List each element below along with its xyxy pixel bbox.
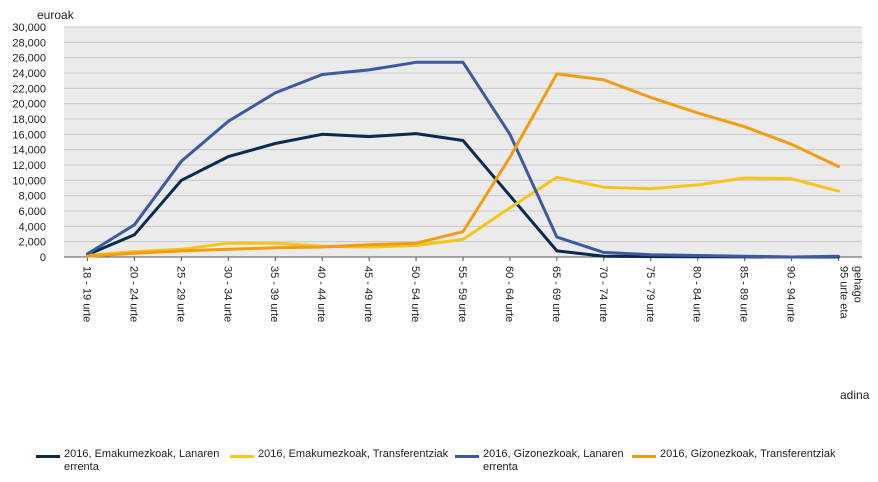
y-tick-label: 28,000: [12, 37, 46, 49]
x-tick-label: 65 - 69 urte: [550, 266, 562, 322]
legend-swatch: [632, 455, 656, 458]
x-tick-label: 35 - 39 urte: [268, 266, 280, 322]
legend-item: 2016, Emakumezkoak, Lanaren errenta: [36, 448, 236, 474]
y-tick-label: 2,000: [18, 237, 46, 249]
y-tick-label: 18,000: [12, 114, 46, 126]
x-tick-label: 40 - 44 urte: [315, 266, 327, 322]
y-tick-label: 10,000: [12, 175, 46, 187]
y-tick-label: 24,000: [12, 68, 46, 80]
y-tick-label: 16,000: [12, 129, 46, 141]
y-tick-label: 6,000: [18, 206, 46, 218]
legend-swatch: [36, 455, 60, 458]
x-tick-label: 95 urte eta gehago: [838, 266, 864, 319]
y-tick-label: 26,000: [12, 53, 46, 65]
legend-label: 2016, Emakumezkoak, Lanaren errenta: [64, 448, 220, 473]
legend-swatch: [455, 455, 479, 458]
x-tick-label: 18 - 19 urte: [80, 266, 92, 322]
y-tick-label: 14,000: [12, 145, 46, 157]
x-tick-label: 80 - 84 urte: [691, 266, 703, 322]
y-tick-label: 8,000: [18, 191, 46, 203]
x-tick-label: 90 - 94 urte: [785, 266, 797, 322]
y-tick-label: 20,000: [12, 99, 46, 111]
legend-label: 2016, Emakumezkoak, Transferentziak: [258, 448, 449, 460]
x-tick-label: 85 - 89 urte: [738, 266, 750, 322]
y-tick-label: 0: [40, 252, 46, 264]
x-tick-label: 70 - 74 urte: [597, 266, 609, 322]
legend-item: 2016, Gizonezkoak, Transferentziak: [632, 448, 872, 461]
legend-label: 2016, Gizonezkoak, Lanaren errenta: [483, 448, 624, 473]
legend-item: 2016, Gizonezkoak, Lanaren errenta: [455, 448, 640, 474]
x-tick-label: 20 - 24 urte: [127, 266, 139, 322]
x-tick-label: 50 - 54 urte: [409, 266, 421, 322]
y-tick-label: 4,000: [18, 221, 46, 233]
series-line: [86, 175, 840, 257]
series-line: [86, 60, 840, 259]
x-tick-label: 75 - 79 urte: [644, 266, 656, 322]
x-tick-label: 45 - 49 urte: [362, 266, 374, 322]
y-tick-label: 30,000: [12, 22, 46, 34]
legend-item: 2016, Emakumezkoak, Transferentziak: [230, 448, 460, 461]
x-axis-title: adina: [840, 388, 870, 402]
series-line: [86, 72, 840, 258]
x-tick-label: 25 - 29 urte: [174, 266, 186, 322]
x-tick-label: 30 - 34 urte: [221, 266, 233, 322]
y-axis: 0 2,000 4,000 6,000 8,000 10,000 12,000 14,000 1…: [12, 22, 46, 264]
legend-swatch: [230, 455, 254, 458]
series-lines: [86, 60, 840, 259]
x-tick-label: 55 - 59 urte: [456, 266, 468, 322]
y-tick-label: 12,000: [12, 160, 46, 172]
legend: 2016, Emakumezkoak, Lanaren errenta 2016…: [36, 448, 876, 478]
y-axis-title: euroak: [37, 8, 75, 22]
y-tick-label: 22,000: [12, 83, 46, 95]
x-axis: 18 - 19 urte 20 - 24 urte 25 - 29 urte 30 -…: [80, 257, 864, 322]
legend-label: 2016, Gizonezkoak, Transferentziak: [660, 448, 836, 460]
x-tick-label: 60 - 64 urte: [503, 266, 515, 322]
